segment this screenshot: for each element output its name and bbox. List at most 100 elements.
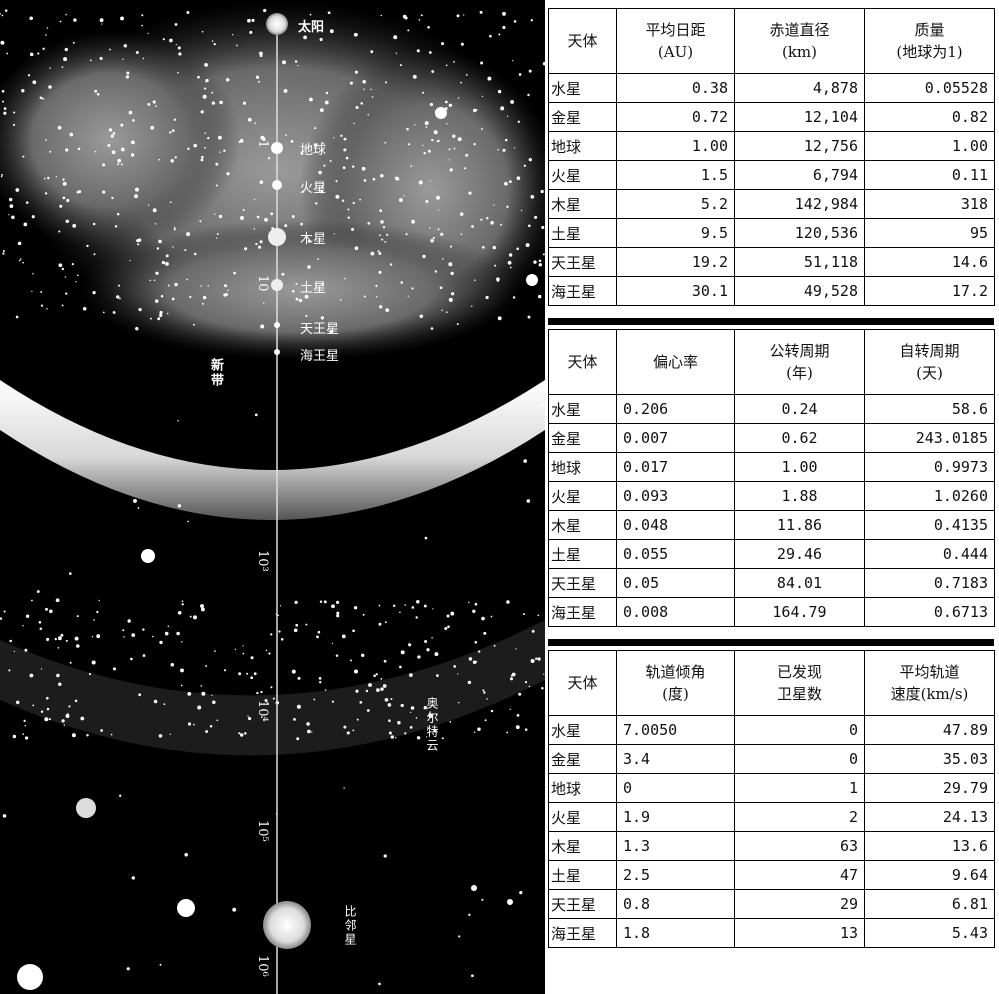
- star-dot: [325, 91, 329, 95]
- star-dot: [40, 668, 43, 670]
- star-dot: [527, 93, 530, 97]
- star-dot: [88, 673, 92, 676]
- bright-star: [76, 798, 96, 818]
- star-dot: [463, 14, 465, 16]
- star-dot: [492, 245, 496, 250]
- star-dot: [333, 233, 335, 235]
- star-dot: [296, 704, 301, 709]
- star-dot: [453, 665, 456, 668]
- star-dot: [445, 64, 448, 67]
- star-dot: [409, 726, 413, 729]
- star-dot: [255, 242, 258, 246]
- star-dot: [186, 278, 188, 281]
- star-dot: [279, 605, 282, 607]
- star-dot: [39, 627, 43, 630]
- star-dot: [378, 252, 382, 255]
- star-dot: [22, 261, 24, 264]
- proxima-star: [263, 901, 311, 949]
- star-dot: [385, 81, 387, 84]
- star-dot: [399, 611, 401, 614]
- star-dot: [204, 87, 207, 90]
- star-dot: [180, 684, 183, 687]
- star-dot: [174, 226, 176, 228]
- star-dot: [371, 96, 374, 98]
- star-dot: [214, 650, 216, 652]
- star-dot: [170, 159, 174, 163]
- bright-star: [471, 885, 477, 891]
- star-dot: [429, 102, 434, 107]
- star-dot: [187, 722, 192, 726]
- star-dot: [415, 717, 418, 719]
- star-dot: [249, 30, 253, 34]
- star-dot: [15, 315, 19, 319]
- star-dot: [120, 123, 124, 127]
- star-dot: [138, 307, 142, 312]
- star-dot: [295, 297, 299, 301]
- star-dot: [484, 719, 487, 722]
- star-dot: [480, 61, 484, 65]
- table-row: 金星 0.007 0.62 243.0185: [548, 423, 995, 453]
- star-dot: [31, 290, 33, 293]
- star-dot: [0, 175, 3, 178]
- star-dot: [504, 181, 508, 186]
- planet-name-cell: 水星: [548, 715, 617, 745]
- star-dot: [434, 270, 438, 273]
- star-dot: [169, 201, 172, 204]
- star-dot: [336, 611, 340, 615]
- star-dot: [307, 729, 311, 734]
- star-dot: [449, 168, 453, 172]
- star-dot: [422, 91, 424, 94]
- star-dot: [354, 70, 358, 74]
- star-dot: [293, 717, 296, 721]
- star-dot: [250, 656, 254, 660]
- star-dot: [402, 14, 407, 19]
- star-dot: [55, 176, 57, 178]
- star-dot: [281, 272, 285, 276]
- star-dot: [373, 674, 376, 678]
- star-dot: [520, 209, 523, 212]
- star-dot: [335, 194, 340, 199]
- star-dot: [3, 111, 7, 115]
- bright-star: [435, 107, 447, 119]
- star-dot: [483, 691, 486, 694]
- value-cell: 2.5: [616, 860, 735, 890]
- star-dot: [459, 212, 464, 216]
- value-cell: 0: [734, 744, 865, 774]
- star-dot: [516, 714, 520, 717]
- star-dot: [112, 311, 116, 314]
- star-dot: [242, 209, 245, 211]
- star-dot: [431, 70, 435, 73]
- star-dot: [65, 219, 70, 223]
- star-dot: [29, 673, 34, 678]
- star-dot: [247, 715, 249, 718]
- star-dot: [259, 180, 264, 184]
- star-dot: [126, 71, 130, 75]
- star-dot: [2, 100, 4, 103]
- star-dot: [531, 629, 535, 633]
- star-dot: [92, 222, 96, 226]
- star-dot: [295, 282, 298, 285]
- star-dot: [46, 27, 49, 29]
- star-dot: [49, 67, 51, 69]
- star-dot: [430, 327, 434, 330]
- star-dot: [216, 237, 218, 239]
- star-dot: [419, 314, 424, 319]
- star-dot: [440, 42, 445, 46]
- star-dot: [36, 590, 40, 593]
- star-dot: [311, 731, 313, 733]
- star-dot: [481, 898, 484, 901]
- table-row: 海王星 30.1 49,528 17.2: [548, 276, 995, 306]
- scene-graphics: [0, 0, 545, 994]
- star-dot: [69, 661, 72, 664]
- header-cell: 平均日距 (AU): [616, 8, 735, 74]
- star-dot: [490, 221, 494, 225]
- star-dot: [523, 613, 525, 616]
- star-dot: [45, 607, 48, 611]
- star-dot: [395, 52, 398, 54]
- star-dot: [504, 138, 508, 142]
- tick-label: 10⁵: [255, 820, 270, 842]
- star-dot: [472, 108, 477, 113]
- star-dot: [2, 249, 5, 253]
- star-dot: [130, 140, 135, 145]
- table-row: 地球 1.00 12,756 1.00: [548, 131, 995, 161]
